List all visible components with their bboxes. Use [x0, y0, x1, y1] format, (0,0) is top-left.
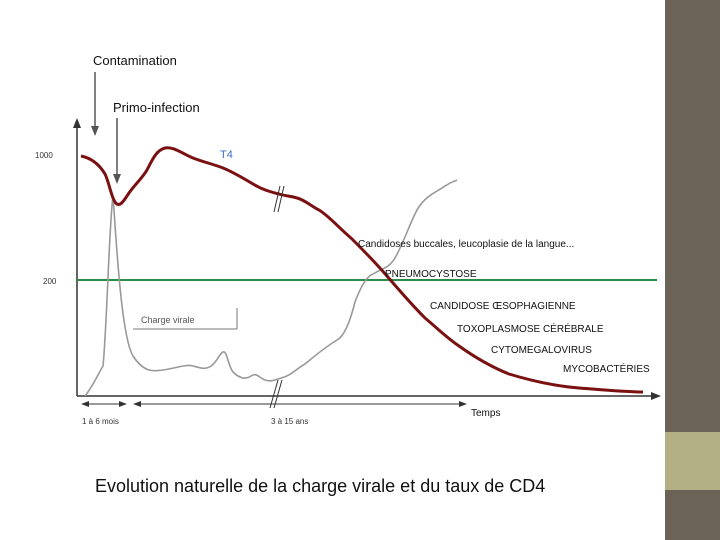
y-tick-200: 200 [43, 277, 57, 286]
phase2-span-arrow-left [133, 401, 141, 407]
sidebar-decoration-accent [665, 432, 720, 490]
cd4-viral-load-diagram: 1000 200 Charge virale Contamination Pri… [35, 53, 661, 426]
contamination-arrow-head [91, 126, 99, 136]
axis-break-mark-1 [269, 379, 279, 409]
viral-load-curve [84, 179, 458, 397]
event-candidose-oesophagienne: CANDIDOSE ŒSOPHAGIENNE [430, 301, 576, 312]
event-cytomegalovirus: CYTOMEGALOVIRUS [491, 345, 592, 356]
primo-infection-arrow-head [113, 174, 121, 184]
phase2-span-arrow-right [459, 401, 467, 407]
cd4-break-mark-1 [273, 185, 281, 213]
event-toxoplasmose-cerebrale: TOXOPLASMOSE CÉRÉBRALE [457, 322, 604, 335]
event-pneumocystose: PNEUMOCYSTOSE [385, 269, 477, 280]
event-mycobacteries: MYCOBACTÉRIES [563, 362, 650, 375]
slide-caption: Evolution naturelle de la charge virale … [95, 476, 546, 496]
x-axis-arrow [651, 392, 661, 400]
axis-break-mark-2 [273, 379, 283, 409]
contamination-label: Contamination [93, 53, 177, 68]
phase1-label: 1 à 6 mois [82, 417, 119, 426]
slide-panel: 1000 200 Charge virale Contamination Pri… [33, 46, 675, 442]
phase1-span-arrow-right [119, 401, 127, 407]
event-candidoses-buccales: Candidoses buccales, leucoplasie de la l… [358, 239, 574, 250]
sidebar-decoration-bottom [665, 490, 720, 540]
primo-infection-label: Primo-infection [113, 100, 200, 115]
phase1-span-arrow-left [81, 401, 89, 407]
cd4-break-mark-2 [277, 185, 285, 213]
y-tick-1000: 1000 [35, 151, 53, 160]
charge-virale-label: Charge virale [141, 315, 195, 325]
cd4-t4-curve [80, 146, 644, 394]
phase2-label: 3 à 15 ans [271, 417, 308, 426]
y-axis-arrow [73, 118, 81, 128]
sidebar-decoration-top [665, 0, 720, 432]
temps-label: Temps [471, 408, 500, 419]
t4-label: T4 [220, 149, 233, 161]
